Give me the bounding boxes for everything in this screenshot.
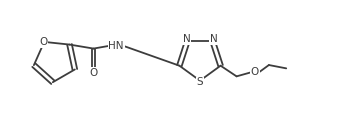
Text: O: O	[89, 68, 98, 78]
Text: O: O	[251, 67, 259, 77]
Text: N: N	[209, 34, 217, 44]
Text: O: O	[39, 37, 48, 47]
Text: S: S	[197, 77, 203, 87]
Text: N: N	[183, 34, 190, 44]
Text: HN: HN	[108, 41, 124, 51]
